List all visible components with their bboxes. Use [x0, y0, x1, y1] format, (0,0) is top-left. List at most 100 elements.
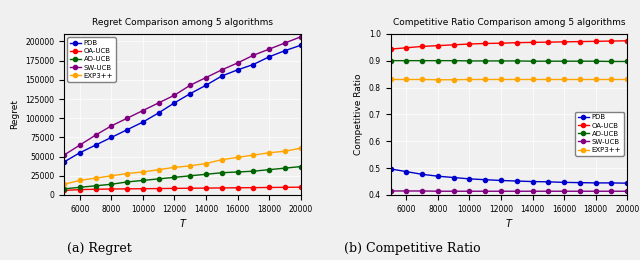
PDB	[513, 179, 520, 183]
OA-UCB	[92, 188, 99, 191]
OA-UCB	[466, 42, 474, 46]
Line: PDB: PDB	[62, 43, 303, 164]
AD-UCB	[186, 174, 194, 177]
SW-UCB	[60, 153, 68, 157]
PDB	[607, 181, 615, 185]
AD-UCB	[108, 183, 115, 186]
OA-UCB	[218, 186, 225, 190]
SW-UCB	[529, 190, 536, 193]
EXP3++	[434, 78, 442, 81]
Line: EXP3++: EXP3++	[388, 77, 629, 82]
AD-UCB	[92, 184, 99, 187]
SW-UCB	[265, 48, 273, 51]
EXP3++	[281, 150, 289, 153]
Y-axis label: Competitive Ratio: Competitive Ratio	[354, 74, 363, 155]
Line: SW-UCB: SW-UCB	[62, 35, 303, 157]
SW-UCB	[545, 190, 552, 193]
PDB	[560, 181, 568, 184]
OA-UCB	[124, 187, 131, 190]
SW-UCB	[481, 190, 489, 193]
PDB	[623, 182, 631, 185]
OA-UCB	[576, 40, 584, 43]
AD-UCB	[481, 59, 489, 62]
OA-UCB	[155, 187, 163, 190]
OA-UCB	[592, 40, 600, 43]
Title: Regret Comparison among 5 algorithms: Regret Comparison among 5 algorithms	[92, 18, 273, 28]
AD-UCB	[560, 60, 568, 63]
X-axis label: T: T	[506, 219, 512, 229]
OA-UCB	[481, 42, 489, 45]
EXP3++	[234, 156, 241, 159]
EXP3++	[466, 78, 474, 81]
AD-UCB	[387, 59, 394, 62]
PDB	[450, 176, 458, 179]
EXP3++	[529, 78, 536, 81]
EXP3++	[92, 177, 99, 180]
PDB	[155, 111, 163, 114]
PDB	[403, 170, 410, 173]
SW-UCB	[171, 94, 179, 97]
PDB	[265, 55, 273, 58]
AD-UCB	[234, 170, 241, 173]
EXP3++	[387, 78, 394, 81]
AD-UCB	[529, 60, 536, 63]
PDB	[387, 167, 394, 171]
AD-UCB	[265, 168, 273, 171]
Text: (b) Competitive Ratio: (b) Competitive Ratio	[344, 242, 481, 255]
AD-UCB	[497, 59, 505, 62]
Line: PDB: PDB	[388, 167, 629, 185]
EXP3++	[419, 78, 426, 81]
EXP3++	[155, 168, 163, 171]
AD-UCB	[124, 180, 131, 184]
SW-UCB	[403, 189, 410, 192]
X-axis label: T: T	[179, 219, 186, 229]
Legend: PDB, OA-UCB, AD-UCB, SW-UCB, EXP3++: PDB, OA-UCB, AD-UCB, SW-UCB, EXP3++	[67, 37, 116, 81]
OA-UCB	[202, 186, 210, 190]
SW-UCB	[139, 109, 147, 112]
Text: (a) Regret: (a) Regret	[67, 242, 132, 255]
EXP3++	[108, 174, 115, 177]
AD-UCB	[576, 60, 584, 63]
SW-UCB	[92, 134, 99, 137]
PDB	[529, 180, 536, 183]
AD-UCB	[250, 170, 257, 173]
EXP3++	[560, 78, 568, 81]
OA-UCB	[250, 186, 257, 189]
EXP3++	[450, 78, 458, 81]
EXP3++	[265, 151, 273, 154]
PDB	[218, 74, 225, 77]
PDB	[108, 136, 115, 139]
Line: OA-UCB: OA-UCB	[388, 39, 629, 51]
PDB	[434, 175, 442, 178]
SW-UCB	[434, 190, 442, 193]
OA-UCB	[497, 42, 505, 45]
Line: OA-UCB: OA-UCB	[62, 185, 303, 192]
EXP3++	[76, 179, 84, 182]
Line: AD-UCB: AD-UCB	[388, 58, 629, 63]
OA-UCB	[171, 187, 179, 190]
OA-UCB	[281, 186, 289, 189]
AD-UCB	[419, 59, 426, 62]
AD-UCB	[281, 167, 289, 170]
EXP3++	[124, 172, 131, 175]
Line: AD-UCB: AD-UCB	[62, 165, 303, 191]
SW-UCB	[202, 76, 210, 79]
PDB	[234, 68, 241, 72]
EXP3++	[497, 78, 505, 81]
OA-UCB	[607, 40, 615, 43]
SW-UCB	[466, 190, 474, 193]
EXP3++	[297, 147, 305, 150]
SW-UCB	[281, 41, 289, 44]
SW-UCB	[76, 144, 84, 147]
AD-UCB	[592, 60, 600, 63]
EXP3++	[513, 78, 520, 81]
EXP3++	[623, 78, 631, 81]
PDB	[497, 179, 505, 182]
OA-UCB	[434, 44, 442, 47]
AD-UCB	[171, 176, 179, 179]
AD-UCB	[218, 171, 225, 174]
PDB	[297, 44, 305, 47]
OA-UCB	[297, 186, 305, 189]
SW-UCB	[108, 124, 115, 127]
SW-UCB	[560, 190, 568, 193]
